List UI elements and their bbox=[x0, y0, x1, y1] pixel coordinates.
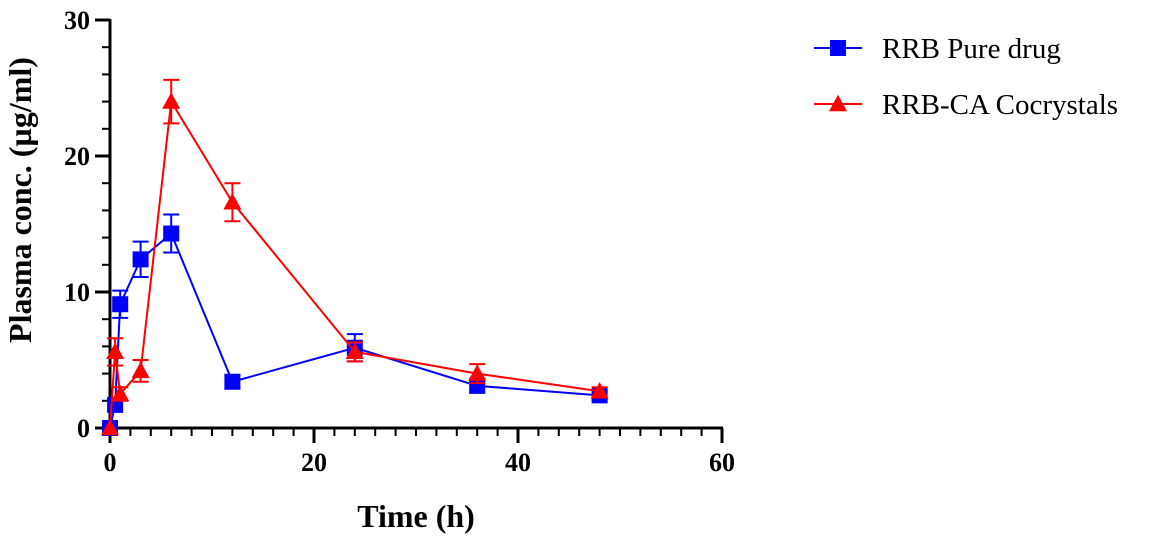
legend-marker bbox=[829, 94, 847, 112]
axes: 0 20 40 60 0 10 20 30 bbox=[64, 6, 735, 477]
legend-item-0: RRB Pure drug bbox=[814, 33, 1061, 65]
data-point bbox=[345, 342, 364, 360]
y-tick-label: 0 bbox=[77, 414, 90, 443]
series-0 bbox=[102, 213, 608, 436]
data-point bbox=[223, 193, 242, 210]
data-point bbox=[590, 382, 609, 399]
legend: RRB Pure drug RRB-CA Cocrystals bbox=[814, 33, 1118, 121]
data-point bbox=[101, 418, 119, 436]
series-1 bbox=[101, 78, 609, 436]
legend-item-1: RRB-CA Cocrystals bbox=[814, 89, 1118, 121]
y-tick-label: 20 bbox=[64, 142, 90, 171]
series-layer bbox=[101, 78, 609, 436]
data-point bbox=[469, 377, 486, 394]
data-point bbox=[224, 373, 241, 390]
data-point bbox=[131, 361, 150, 379]
x-tick-label: 40 bbox=[505, 448, 531, 477]
series-line bbox=[109, 231, 600, 429]
y-tick-label: 30 bbox=[64, 6, 90, 35]
x-tick-label: 0 bbox=[104, 448, 117, 477]
data-point bbox=[106, 342, 125, 360]
data-point bbox=[163, 225, 180, 242]
x-tick-label: 60 bbox=[709, 448, 735, 477]
data-point bbox=[132, 251, 149, 268]
data-point bbox=[112, 296, 129, 313]
x-tick-label: 20 bbox=[301, 448, 327, 477]
y-tick-label: 10 bbox=[64, 278, 90, 307]
y-axis-title: Plasma conc. (µg/ml) bbox=[2, 57, 38, 343]
data-point bbox=[468, 364, 487, 381]
legend-label: RRB Pure drug bbox=[882, 33, 1061, 65]
legend-marker bbox=[830, 40, 846, 56]
x-axis-title: Time (h) bbox=[357, 498, 475, 534]
data-point bbox=[162, 92, 181, 109]
data-point bbox=[111, 384, 130, 402]
legend-label: RRB-CA Cocrystals bbox=[882, 89, 1118, 121]
